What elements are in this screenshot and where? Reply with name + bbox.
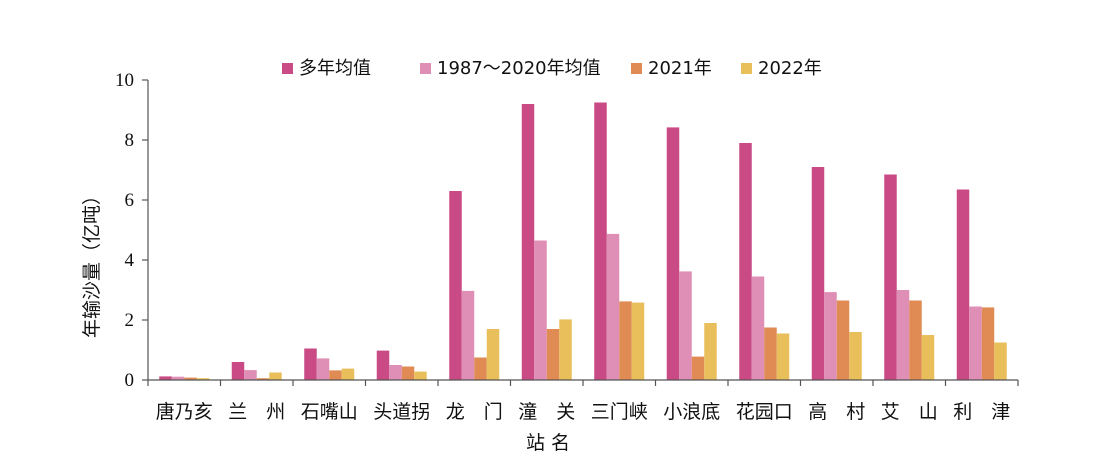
bar	[764, 327, 777, 380]
x-category-label: 龙 门	[446, 401, 503, 423]
bars	[159, 102, 1007, 381]
bar	[739, 143, 752, 380]
bar	[594, 102, 607, 380]
bar	[329, 370, 342, 380]
bar	[231, 362, 245, 380]
bar	[824, 292, 837, 380]
bar	[341, 368, 355, 380]
bar	[981, 307, 995, 380]
x-category-label: 三门峡	[591, 401, 648, 423]
bar	[884, 174, 897, 380]
legend-label: 2022年	[758, 58, 822, 79]
x-category-label: 高 村	[808, 401, 865, 423]
bar	[559, 319, 572, 380]
x-category-label: 艾 山	[881, 401, 938, 423]
x-category-label: 唐乃亥	[156, 401, 213, 423]
bar	[159, 376, 172, 380]
legend-label: 1987～2020年均值	[437, 58, 601, 79]
bar	[969, 306, 982, 380]
legend-swatch	[282, 63, 293, 74]
bar	[244, 370, 257, 380]
legend: 多年均值 1987～2020年均值 2021年 2022年	[282, 58, 822, 79]
x-category-label: 潼 关	[518, 401, 575, 423]
y-tick-label: 4	[125, 250, 135, 271]
bar	[909, 300, 922, 380]
y-tick-label: 6	[125, 190, 135, 211]
y-axis-title: 年输沙量（亿吨）	[81, 186, 103, 338]
bar	[316, 358, 330, 380]
bar	[171, 376, 185, 380]
bar	[486, 329, 500, 380]
bar	[414, 371, 427, 380]
x-category-label: 头道拐	[373, 401, 430, 423]
bar	[269, 372, 282, 380]
y-tick-label: 10	[115, 70, 134, 91]
bar	[836, 300, 850, 380]
bar	[704, 323, 717, 380]
bar	[751, 276, 765, 380]
y-tick-label: 0	[125, 370, 135, 391]
x-category-label: 利 津	[953, 401, 1010, 423]
bar	[449, 191, 462, 380]
bar	[474, 357, 487, 380]
bar	[389, 365, 402, 380]
axes: 0 2 4 6 8 10 唐乃亥兰 州石嘴山 头道拐龙 门潼 关三门峡 小浪底 花园口高 村艾 山…	[115, 70, 1019, 423]
y-tick-label: 2	[125, 310, 135, 331]
x-category-label: 石嘴山	[301, 401, 358, 423]
legend-swatch	[741, 63, 752, 74]
bar	[691, 356, 705, 380]
bar	[896, 290, 910, 380]
bar	[534, 240, 547, 380]
bar	[811, 167, 825, 380]
bar	[304, 348, 317, 380]
y-tick-label: 8	[125, 130, 135, 151]
x-category-label: 小浪底	[663, 401, 720, 423]
x-axis-title: 站 名	[526, 432, 570, 454]
bar	[184, 377, 197, 380]
bar	[776, 333, 790, 380]
x-category-label: 兰 州	[228, 401, 285, 423]
bar	[619, 301, 632, 380]
bar	[521, 104, 535, 380]
bar	[666, 127, 680, 381]
bar	[631, 302, 645, 380]
bar	[461, 290, 475, 380]
x-category-label: 花园口	[736, 401, 793, 423]
legend-label: 多年均值	[299, 58, 371, 79]
bar	[256, 378, 270, 380]
legend-swatch	[420, 63, 431, 74]
bar	[376, 350, 390, 380]
legend-label: 2021年	[648, 58, 712, 79]
bar	[401, 366, 415, 380]
bar	[606, 233, 620, 380]
bar	[546, 329, 560, 380]
bar	[956, 189, 970, 380]
bar	[994, 342, 1007, 380]
legend-swatch	[631, 63, 642, 74]
bar	[849, 332, 862, 380]
bar	[196, 378, 210, 380]
bar	[921, 335, 935, 380]
bar	[679, 271, 692, 380]
